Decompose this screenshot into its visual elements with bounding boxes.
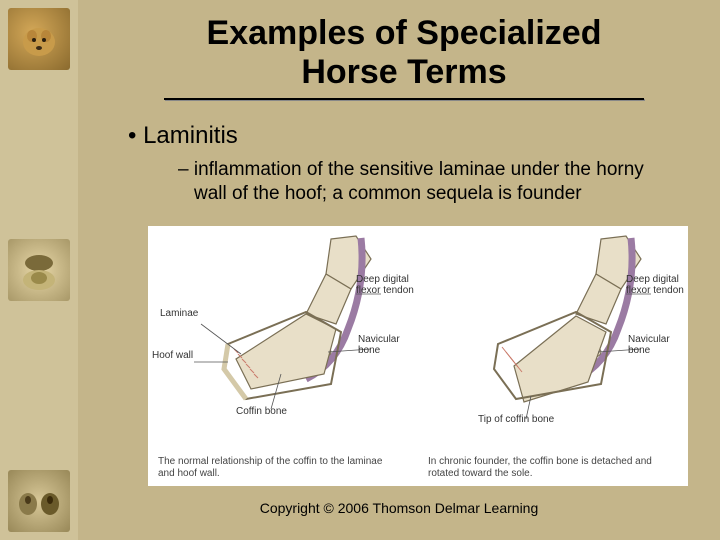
label-navicular-right: Navicular bone xyxy=(628,334,678,356)
label-laminae: Laminae xyxy=(160,308,198,319)
diagram-left: Laminae Hoof wall Coffin bone Deep digit… xyxy=(148,226,418,486)
sidebar-image-middle xyxy=(8,239,70,301)
label-ddft-right: Deep digital flexor tendon xyxy=(626,274,684,296)
content-area: Examples of Specialized Horse Terms Lami… xyxy=(78,0,720,540)
label-navicular-left: Navicular bone xyxy=(358,334,408,356)
sidebar-image-bottom xyxy=(8,470,70,532)
label-tip-coffin: Tip of coffin bone xyxy=(478,414,554,425)
title-underline xyxy=(164,98,644,100)
label-hoof-wall: Hoof wall xyxy=(152,350,193,361)
caption-right: In chronic founder, the coffin bone is d… xyxy=(428,456,668,480)
diagram-right: Tip of coffin bone Deep digital flexor t… xyxy=(418,226,688,486)
copyright: Copyright © 2006 Thomson Delmar Learning xyxy=(78,500,720,516)
label-coffin-bone: Coffin bone xyxy=(236,406,287,417)
sidebar-image-top xyxy=(8,8,70,70)
title-line-1: Examples of Specialized xyxy=(207,14,602,52)
diagram-area: Laminae Hoof wall Coffin bone Deep digit… xyxy=(148,226,688,486)
title-line-2: Horse Terms xyxy=(301,53,506,91)
bullet-sub: inflammation of the sensitive laminae un… xyxy=(178,158,680,206)
bullet-main: Laminitis xyxy=(128,122,690,150)
sidebar xyxy=(0,0,78,540)
slide-title: Examples of Specialized Horse Terms xyxy=(118,14,690,92)
label-ddft-left: Deep digital flexor tendon xyxy=(356,274,414,296)
caption-left: The normal relationship of the coffin to… xyxy=(158,456,398,480)
